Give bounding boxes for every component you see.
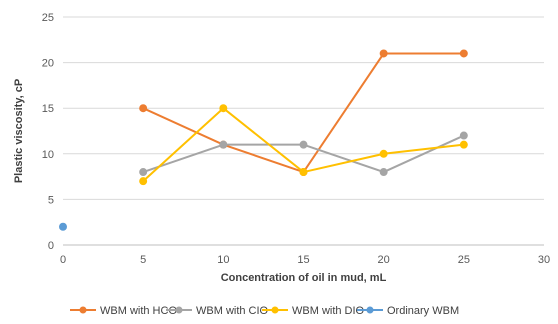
data-point xyxy=(379,168,388,177)
y-tick-label: 5 xyxy=(48,194,54,206)
x-axis-title: Concentration of oil in mud, mL xyxy=(221,272,387,284)
x-tick-label: 30 xyxy=(538,254,550,266)
legend-label: Ordinary WBM xyxy=(387,305,459,317)
x-tick-label: 0 xyxy=(60,254,66,266)
data-point xyxy=(299,168,308,177)
x-tick-label: 15 xyxy=(297,254,309,266)
x-tick-label: 5 xyxy=(140,254,146,266)
series-ordinary-wbm xyxy=(59,222,67,231)
legend-marker xyxy=(79,306,87,314)
data-point xyxy=(459,49,468,58)
series-wbm-with-dio xyxy=(139,104,468,186)
legend: WBM with HCO WBM with CIO WBM with DIO Ordi… xyxy=(70,305,459,317)
legend-marker xyxy=(271,306,279,314)
legend-entry: WBM with HCO xyxy=(70,305,177,317)
legend-marker xyxy=(366,306,374,314)
legend-entry: WBM with DIO xyxy=(262,305,365,317)
y-tick-label: 15 xyxy=(42,103,54,115)
y-tick-label: 20 xyxy=(42,58,54,70)
data-point xyxy=(379,49,388,58)
series-lines xyxy=(59,49,468,231)
data-point xyxy=(139,177,148,186)
x-tick-label: 25 xyxy=(458,254,470,266)
x-tick-label: 10 xyxy=(217,254,229,266)
legend-marker xyxy=(175,306,183,314)
data-point xyxy=(219,104,228,113)
data-point xyxy=(219,140,228,149)
y-tick-label: 10 xyxy=(42,149,54,161)
legend-entry: WBM with CIO xyxy=(166,305,269,317)
data-point xyxy=(379,149,388,158)
tick-labels: 0 5 10 15 20 25 0 5 10 15 20 25 30 xyxy=(42,12,550,266)
y-tick-label: 0 xyxy=(48,240,54,252)
series-wbm-with-cio xyxy=(139,131,468,177)
data-point xyxy=(459,131,468,140)
x-tick-label: 20 xyxy=(378,254,390,266)
data-point xyxy=(299,140,308,149)
data-point xyxy=(139,104,148,113)
legend-label: WBM with CIO xyxy=(196,305,269,317)
legend-label: WBM with DIO xyxy=(292,305,365,317)
data-point xyxy=(59,222,67,231)
y-tick-label: 25 xyxy=(42,12,54,24)
y-axis-title: Plastic viscosity, cP xyxy=(13,79,25,183)
legend-label: WBM with HCO xyxy=(100,305,177,317)
data-point xyxy=(139,168,148,177)
data-point xyxy=(459,140,468,149)
legend-entry: Ordinary WBM xyxy=(357,305,459,317)
